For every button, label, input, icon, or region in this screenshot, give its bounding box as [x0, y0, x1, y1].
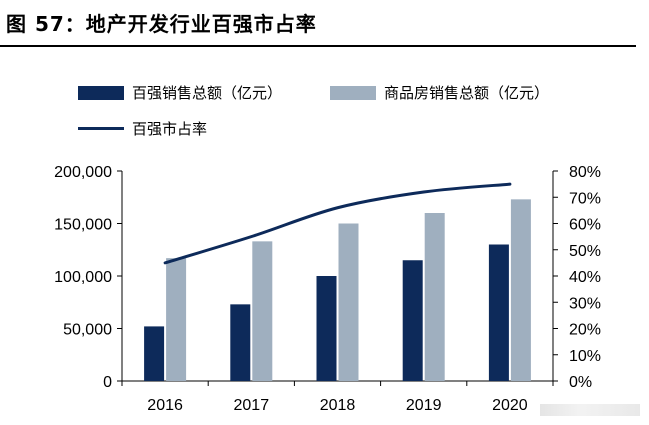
y-right-tick-label: 10% — [569, 348, 601, 365]
legend-swatch-top100-sales — [78, 85, 124, 100]
bar-total-sales — [252, 241, 273, 381]
x-tick-label: 2019 — [406, 397, 442, 414]
y-left-tick-label: 150,000 — [54, 217, 112, 234]
y-right-tick-label: 80% — [569, 164, 601, 181]
bar-total-sales — [424, 213, 445, 381]
bar-top100-sales — [488, 244, 509, 381]
y-right-tick-label: 0% — [569, 374, 592, 391]
legend-item-total-sales: 商品房销售总额（亿元） — [330, 82, 549, 103]
bar-top100-sales — [230, 304, 251, 381]
legend-item-top100-sales: 百强销售总额（亿元） — [78, 82, 282, 103]
legend-label-market-share: 百强市占率 — [132, 120, 208, 138]
figure-title: 图 57：地产开发行业百强市占率 — [6, 12, 317, 36]
y-left-tick-label: 100,000 — [54, 269, 112, 286]
legend-item-market-share: 百强市占率 — [78, 118, 207, 139]
bar-total-sales — [338, 223, 359, 381]
title-rule — [0, 45, 636, 47]
y-right-tick-label: 70% — [569, 190, 601, 207]
y-right-tick-label: 40% — [569, 269, 601, 286]
bar-top100-sales — [316, 276, 337, 381]
legend: 百强销售总额（亿元） 商品房销售总额（亿元） 百强市占率 — [0, 0, 649, 140]
x-tick-label: 2020 — [492, 397, 528, 414]
legend-swatch-total-sales — [330, 85, 376, 100]
legend-swatch-market-share — [78, 127, 124, 130]
legend-label-total-sales: 商品房销售总额（亿元） — [384, 84, 550, 102]
x-tick-label: 2018 — [320, 397, 356, 414]
legend-label-top100-sales: 百强销售总额（亿元） — [132, 84, 283, 102]
y-left-tick-label: 200,000 — [54, 164, 112, 181]
y-right-tick-label: 20% — [569, 322, 601, 339]
line-market-share — [163, 182, 512, 265]
x-tick-label: 2016 — [147, 397, 183, 414]
bar-total-sales — [166, 258, 187, 381]
y-right-tick-label: 30% — [569, 295, 601, 312]
bar-total-sales — [510, 199, 531, 381]
bar-top100-sales — [144, 326, 165, 381]
y-left-tick-label: 50,000 — [63, 322, 112, 339]
y-right-tick-label: 60% — [569, 217, 601, 234]
y-left-tick-label: 0 — [103, 374, 112, 391]
bar-top100-sales — [402, 260, 423, 381]
watermark — [540, 404, 640, 416]
x-tick-label: 2017 — [234, 397, 270, 414]
y-right-tick-label: 50% — [569, 243, 601, 260]
